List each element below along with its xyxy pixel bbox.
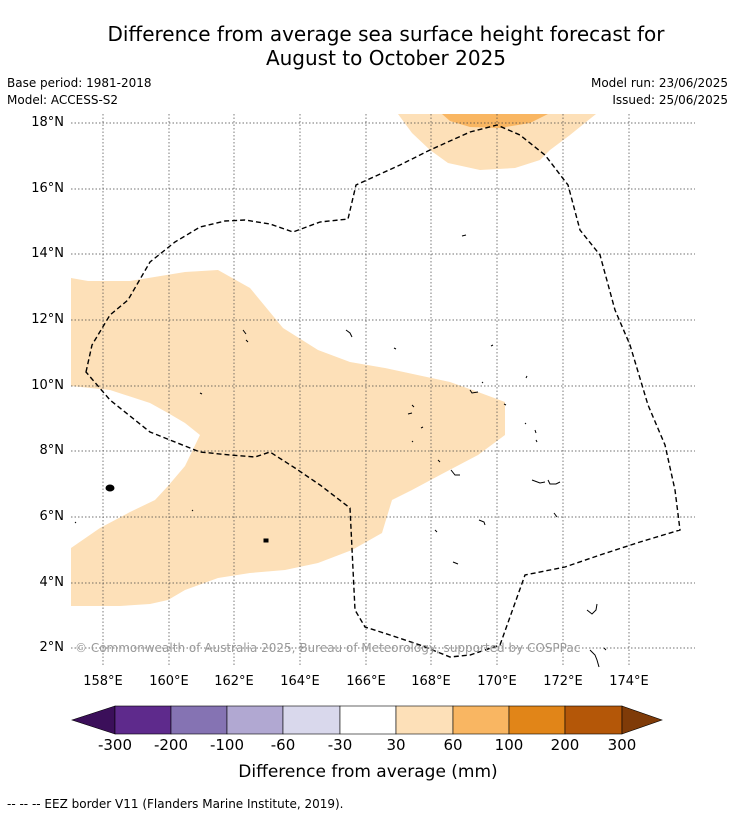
colorbar-tick: -200: [153, 736, 189, 754]
colorbar-tick: 60: [443, 736, 463, 754]
colorbar-swatch-6: [395, 705, 454, 735]
meta-right: Model run: 23/06/2025 Issued: 25/06/2025: [591, 75, 728, 109]
lon-label: 168°E: [411, 674, 451, 689]
colorbar-tick: -300: [97, 736, 133, 754]
lat-label: 4°N: [39, 575, 65, 590]
lon-label: 162°E: [214, 674, 254, 689]
lon-label: 172°E: [543, 674, 583, 689]
chart-title: Difference from average sea surface heig…: [0, 22, 736, 70]
colorbar-tick: -100: [209, 736, 245, 754]
eez-legend-note: -- -- -- EEZ border V11 (Flanders Marine…: [7, 797, 344, 811]
title-line-2: August to October 2025: [265, 46, 507, 70]
colorbar-swatch-3: [226, 705, 284, 735]
lat-label: 10°N: [31, 378, 64, 393]
title-line-1: Difference from average sea surface heig…: [107, 22, 665, 46]
model-run: Model run: 23/06/2025: [590, 76, 728, 90]
model-name: Model: ACCESS-S2: [7, 93, 119, 107]
colorbar-min-extend: [71, 705, 116, 735]
colorbar-swatch-2: [170, 705, 228, 735]
lon-label: 160°E: [149, 674, 189, 689]
lat-label: 2°N: [39, 640, 65, 655]
colorbar-tick: 100: [494, 736, 524, 754]
gridlines: [71, 114, 695, 665]
issued-date: Issued: 25/06/2025: [612, 93, 728, 107]
lon-label: 170°E: [477, 674, 517, 689]
colorbar-max-extend: [621, 705, 663, 735]
lon-label: 164°E: [280, 674, 320, 689]
islands: [74, 234, 607, 668]
base-period: Base period: 1981-2018: [7, 76, 152, 90]
colorbar-swatch-4: [282, 705, 341, 735]
colorbar-swatch-9: [564, 705, 623, 735]
colorbar-swatch-1: [114, 705, 172, 735]
lat-label: 8°N: [39, 443, 65, 458]
colorbar-swatch-5: [339, 705, 397, 735]
copyright-notice: © Commonwealth of Australia 2025, Bureau…: [75, 641, 581, 655]
colorbar-swatch-7: [452, 705, 510, 735]
colorbar-tick: 30: [386, 736, 406, 754]
lon-label: 158°E: [83, 674, 123, 689]
lon-label: 174°E: [609, 674, 649, 689]
lat-label: 14°N: [31, 246, 64, 261]
colorbar-tick: 300: [607, 736, 637, 754]
colorbar-tick: -60: [270, 736, 296, 754]
colorbar-tick: 200: [550, 736, 580, 754]
anomaly-region-60-100: [442, 114, 548, 128]
eez-border: [85, 124, 681, 658]
lat-label: 12°N: [31, 312, 64, 327]
meta-left: Base period: 1981-2018 Model: ACCESS-S2: [7, 75, 152, 109]
lat-label: 16°N: [31, 181, 64, 196]
lon-label: 166°E: [346, 674, 386, 689]
colorbar-swatch-8: [508, 705, 566, 735]
anomaly-region-30-60: [71, 270, 505, 606]
colorbar: [71, 705, 663, 735]
colorbar-label: Difference from average (mm): [238, 762, 498, 782]
colorbar-tick: -30: [327, 736, 353, 754]
lat-label: 6°N: [39, 509, 65, 524]
lat-label: 18°N: [31, 115, 64, 130]
